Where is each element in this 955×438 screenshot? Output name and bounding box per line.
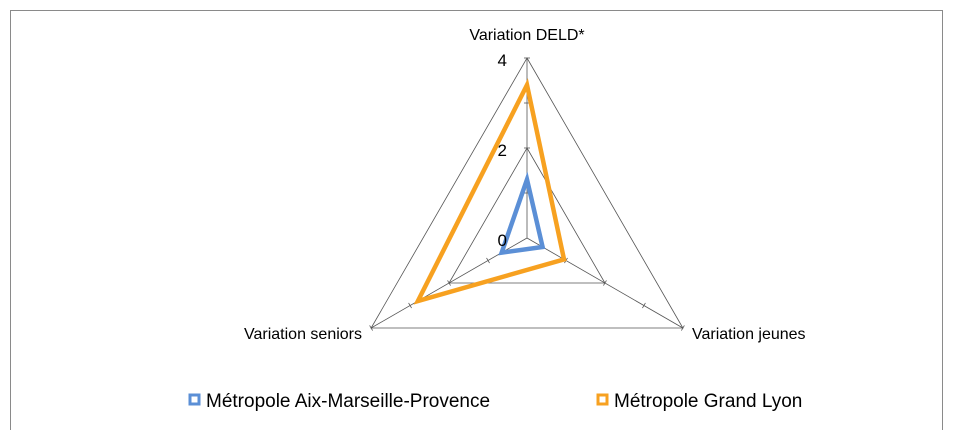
axis-tick-mark xyxy=(642,302,646,309)
legend-swatch-grand-lyon xyxy=(596,393,609,406)
axis-label-deld: Variation DELD* xyxy=(469,27,584,44)
tick-label-0: 0 xyxy=(498,231,507,250)
radar-series xyxy=(413,78,567,305)
axis-tick-mark xyxy=(681,325,685,331)
series-line-0 xyxy=(498,171,546,256)
series-1-point-1 xyxy=(563,258,566,261)
series-0-point-2 xyxy=(500,251,503,254)
series-line-1 xyxy=(413,78,567,305)
axis-tick-mark xyxy=(408,302,412,309)
legend-label-grand-lyon: Métropole Grand Lyon xyxy=(614,391,802,412)
chart-frame xyxy=(10,10,943,430)
axis-tick-mark xyxy=(369,325,373,331)
tick-label-4: 4 xyxy=(498,51,507,70)
axis-tick-mark xyxy=(447,280,451,286)
axis-label-jeunes: Variation jeunes xyxy=(692,326,806,343)
axis-label-seniors: Variation seniors xyxy=(244,326,362,343)
axis-tick-mark xyxy=(486,257,490,264)
legend: Métropole Aix-Marseille-Provence Métropo… xyxy=(188,391,802,412)
grid-ring-2 xyxy=(448,147,606,284)
series-0-point-0 xyxy=(526,178,528,181)
series-0-point-1 xyxy=(541,246,544,248)
series-1-point-2 xyxy=(416,300,419,302)
series-1-point-0 xyxy=(526,84,528,86)
grid-ring-4 xyxy=(370,57,684,329)
tick-label-2: 2 xyxy=(498,141,507,160)
axis-tick-mark xyxy=(603,280,607,286)
legend-label-aix-marseille: Métropole Aix-Marseille-Provence xyxy=(206,391,490,412)
radar-grid xyxy=(369,57,685,331)
legend-swatch-aix-marseille xyxy=(188,393,201,406)
